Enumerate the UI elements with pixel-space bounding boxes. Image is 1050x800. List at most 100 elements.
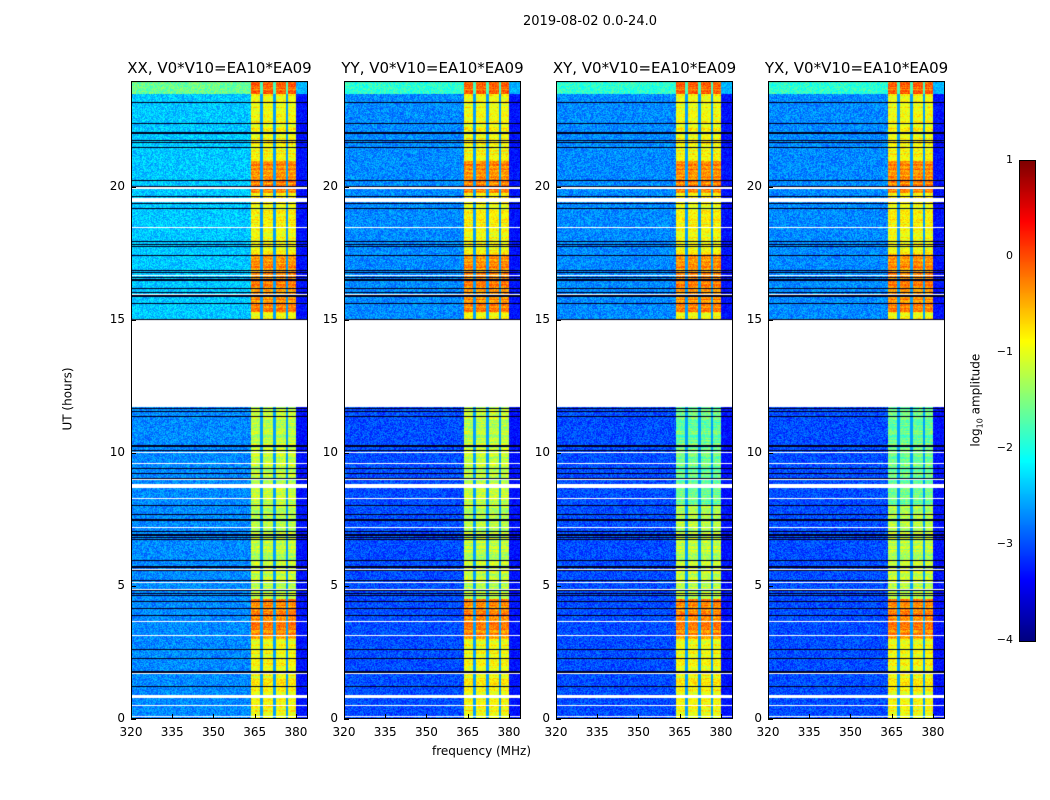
panel-title: YX, V0*V10=EA10*EA09 xyxy=(764,59,949,77)
x-tick-label: 320 xyxy=(756,725,780,739)
y-tick-label: 20 xyxy=(322,179,338,194)
y-tick-label: 0 xyxy=(117,711,125,725)
y-tick-mark xyxy=(131,586,136,588)
waterfall-heatmap xyxy=(556,81,733,719)
x-tick-label: 350 xyxy=(415,725,438,739)
y-tick-mark xyxy=(344,320,349,322)
y-tick-label: 5 xyxy=(754,578,762,593)
x-tick-mark xyxy=(638,714,640,719)
colorbar-tick-label: 1 xyxy=(1006,153,1013,166)
x-tick-mark xyxy=(597,714,599,719)
y-tick-label: 5 xyxy=(330,578,338,593)
waterfall-heatmap xyxy=(344,81,521,719)
x-tick-mark xyxy=(254,714,256,719)
y-tick-label: 15 xyxy=(746,312,762,327)
waterfall-heatmap xyxy=(131,81,308,719)
y-tick-label: 15 xyxy=(534,312,550,327)
y-tick-mark xyxy=(768,187,773,189)
colorbar-label-sub: 10 xyxy=(975,418,985,429)
x-tick-label: 365 xyxy=(880,725,904,739)
x-tick-mark xyxy=(344,714,345,719)
axes-frame xyxy=(344,81,521,719)
waterfall-panel-1: XX, V0*V10=EA10*EA09 320 335 350 365 380 0 5 10 1… xyxy=(110,59,312,739)
y-tick-label: 0 xyxy=(542,711,550,725)
y-tick-mark xyxy=(768,320,773,322)
x-tick-mark xyxy=(385,714,387,719)
x-tick-mark xyxy=(850,714,852,719)
x-tick-label: 380 xyxy=(709,725,733,739)
x-tick-label: 335 xyxy=(373,725,397,739)
x-tick-mark xyxy=(467,714,469,719)
y-tick-mark xyxy=(344,187,349,189)
colorbar-label-log: log xyxy=(968,428,983,447)
y-tick-label: 0 xyxy=(754,711,762,725)
y-tick-label: 20 xyxy=(109,179,125,194)
y-tick-mark xyxy=(556,453,561,455)
y-tick-mark xyxy=(768,719,773,720)
x-tick-mark xyxy=(720,714,722,719)
y-tick-mark xyxy=(768,453,773,455)
x-tick-label: 335 xyxy=(160,725,184,739)
colorbar-label: log10 amplitude xyxy=(968,354,984,447)
y-tick-mark xyxy=(344,586,349,588)
waterfall-heatmap xyxy=(768,81,945,719)
y-tick-mark xyxy=(556,586,561,588)
y-tick-label: 15 xyxy=(322,312,338,327)
x-tick-label: 320 xyxy=(332,725,356,739)
x-tick-label: 350 xyxy=(839,725,862,739)
y-tick-label: 5 xyxy=(542,578,550,593)
figure-title: 2019-08-02 0.0-24.0 xyxy=(523,14,657,29)
x-axis-label: frequency (MHz) xyxy=(432,744,532,758)
x-tick-mark xyxy=(508,714,510,719)
colorbar-tick-label: −1 xyxy=(996,345,1013,358)
colorbar-tick-label: 0 xyxy=(1006,249,1013,262)
x-tick-label: 365 xyxy=(243,725,267,739)
y-tick-label: 10 xyxy=(746,445,762,460)
y-tick-mark xyxy=(556,187,561,189)
x-tick-mark xyxy=(426,714,428,719)
x-tick-label: 335 xyxy=(797,725,821,739)
y-tick-mark xyxy=(131,320,136,322)
y-tick-mark xyxy=(768,586,773,588)
x-tick-mark xyxy=(768,714,769,719)
x-tick-mark xyxy=(213,714,215,719)
axes-frame xyxy=(768,81,945,719)
x-tick-mark xyxy=(295,714,297,719)
y-tick-label: 0 xyxy=(330,711,338,725)
y-tick-label: 10 xyxy=(109,445,125,460)
x-tick-mark xyxy=(891,714,893,719)
waterfall-panel-2: YY, V0*V10=EA10*EA09 320 335 350 365 380 0 5 10 1… xyxy=(323,59,524,739)
y-tick-mark xyxy=(131,453,136,455)
colorbar-tick-label: −4 xyxy=(996,633,1013,646)
y-tick-mark xyxy=(344,453,349,455)
y-tick-label: 20 xyxy=(746,179,762,194)
y-tick-label: 5 xyxy=(117,578,125,593)
y-tick-mark xyxy=(344,719,349,720)
colorbar-label-rest: amplitude xyxy=(968,353,983,419)
panel-title: YY, V0*V10=EA10*EA09 xyxy=(341,59,524,77)
x-tick-mark xyxy=(932,714,934,719)
waterfall-panel-4: YX, V0*V10=EA10*EA09 320 335 350 365 380 0 5 10 1… xyxy=(747,59,948,739)
colorbar-tick-label: −2 xyxy=(996,441,1013,454)
x-tick-mark xyxy=(172,714,174,719)
x-tick-mark xyxy=(556,714,557,719)
x-tick-label: 380 xyxy=(921,725,945,739)
y-tick-label: 20 xyxy=(534,179,550,194)
x-tick-label: 365 xyxy=(668,725,692,739)
colorbar-tick-label: −3 xyxy=(996,537,1013,550)
x-tick-label: 380 xyxy=(497,725,521,739)
y-tick-mark xyxy=(556,719,561,720)
colorbar xyxy=(1019,160,1036,642)
x-tick-mark xyxy=(679,714,681,719)
y-tick-mark xyxy=(556,320,561,322)
x-tick-label: 320 xyxy=(544,725,568,739)
y-tick-label: 10 xyxy=(322,445,338,460)
x-tick-label: 320 xyxy=(119,725,143,739)
y-tick-label: 10 xyxy=(534,445,550,460)
y-tick-label: 15 xyxy=(109,312,125,327)
axes-frame xyxy=(556,81,733,719)
y-axis-label: UT (hours) xyxy=(60,367,75,431)
panel-title: XY, V0*V10=EA10*EA09 xyxy=(552,59,737,77)
axes-frame xyxy=(131,81,308,719)
